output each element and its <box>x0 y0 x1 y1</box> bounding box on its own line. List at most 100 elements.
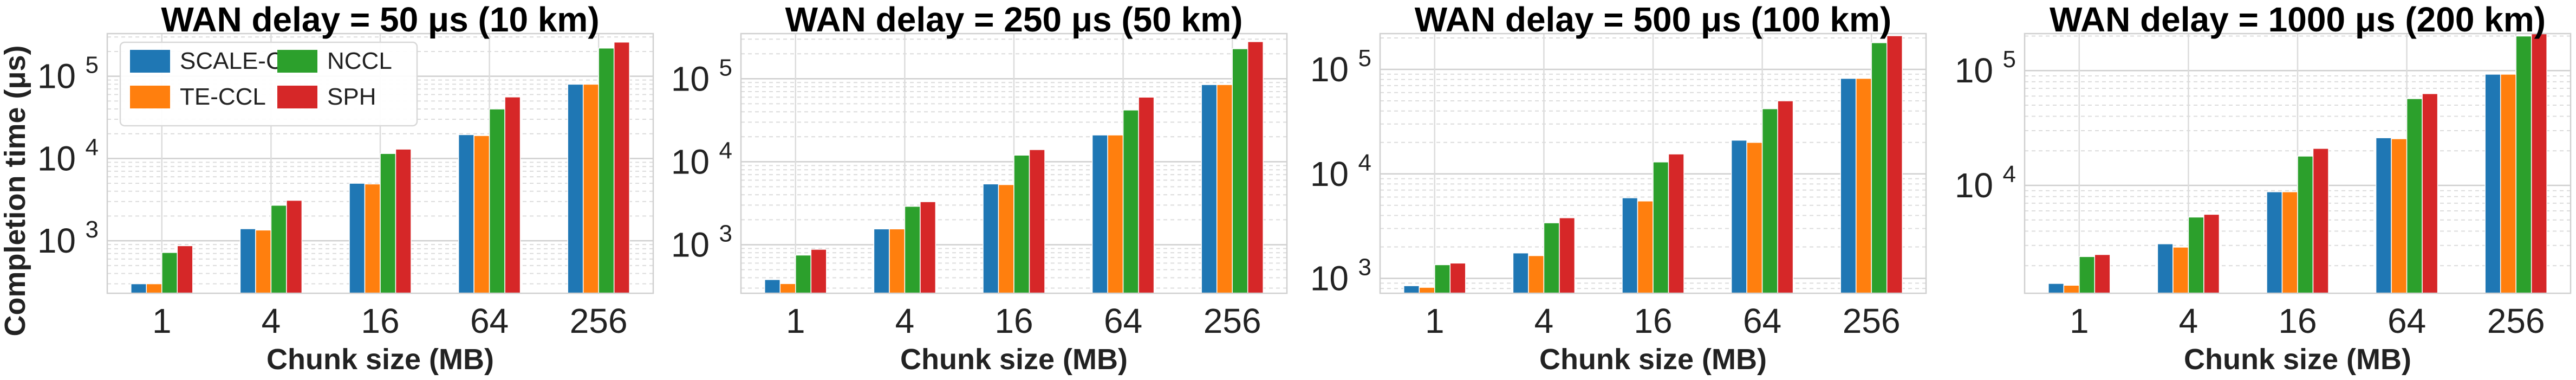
x-tick-label: 64 <box>2388 301 2426 340</box>
bar-sph <box>1886 35 1903 294</box>
x-tick-label: 256 <box>570 301 628 340</box>
legend-box <box>119 41 418 127</box>
bar-nccl <box>795 254 812 294</box>
y-tick-label: 10 <box>1310 50 1349 89</box>
y-tick-exponent: 5 <box>1358 45 1371 72</box>
bar-te-ccl <box>779 283 796 294</box>
y-tick-exponent: 4 <box>2003 161 2016 188</box>
bar-scale-ccl <box>2048 283 2065 294</box>
plot-frame <box>1379 33 1927 294</box>
bar-scale-ccl <box>2266 191 2283 294</box>
bar-scale-ccl <box>1091 134 1108 294</box>
panel-title: WAN delay = 1000 μs (200 km) <box>2050 0 2546 39</box>
y-tick-label: 10 <box>671 225 710 264</box>
bar-scale-ccl <box>1512 252 1529 294</box>
x-axis-label: Chunk size (MB) <box>900 343 1128 376</box>
bar-scale-ccl <box>1403 285 1420 294</box>
bar-scale-ccl <box>2157 243 2174 294</box>
bar-nccl <box>161 252 178 294</box>
y-tick-exponent: 4 <box>86 134 99 160</box>
panel-title: WAN delay = 500 μs (100 km) <box>1415 0 1891 39</box>
bar-sph <box>286 199 303 294</box>
y-tick-exponent: 3 <box>86 216 99 243</box>
bar-te-ccl <box>1419 287 1435 294</box>
x-tick-label: 16 <box>361 301 399 340</box>
bar-te-ccl <box>364 183 381 294</box>
bar-nccl <box>1543 222 1560 294</box>
x-tick-label: 1 <box>152 301 172 340</box>
bar-te-ccl <box>998 184 1014 294</box>
bar-te-ccl <box>146 283 162 294</box>
y-tick-exponent: 4 <box>1358 150 1371 176</box>
bar-scale-ccl <box>131 283 147 294</box>
chart-panels: 10 3 10 4 10 5 1 4 16 64 256 Chunk size (MB) WAN del… <box>37 0 2572 376</box>
legend-entry: SPH <box>327 83 376 110</box>
bar-sph <box>2531 33 2547 294</box>
bar-scale-ccl <box>983 183 999 294</box>
bar-sph <box>1449 262 1466 294</box>
y-tick-exponent: 3 <box>1358 254 1371 281</box>
bar-nccl <box>1871 42 1888 294</box>
bar-te-ccl <box>1637 201 1654 294</box>
bar-te-ccl <box>2500 74 2516 294</box>
bar-sph <box>2312 148 2329 294</box>
bar-te-ccl <box>255 229 272 294</box>
bar-sph <box>1029 149 1045 294</box>
bar-nccl <box>1434 264 1451 294</box>
bar-nccl <box>2406 98 2423 294</box>
bar-sph <box>1777 100 1794 294</box>
y-tick-label: 10 <box>1310 259 1349 298</box>
x-axis-label: Chunk size (MB) <box>1539 343 1767 376</box>
bar-sph <box>504 96 521 294</box>
bar-te-ccl <box>2281 191 2298 294</box>
x-axis-label: Chunk size (MB) <box>2184 343 2411 376</box>
bar-nccl <box>2079 256 2096 294</box>
legend-swatch <box>277 50 317 73</box>
bar-te-ccl <box>1855 78 1872 294</box>
bar-nccl <box>904 205 921 294</box>
bar-scale-ccl <box>1201 84 1218 294</box>
y-tick-label: 10 <box>1310 154 1349 194</box>
y-axis-label: Completion time (μs) <box>0 45 31 336</box>
x-tick-label: 4 <box>1534 301 1554 340</box>
bar-sph <box>1138 96 1155 294</box>
bar-sph <box>395 149 412 294</box>
bar-sph <box>920 201 936 294</box>
legend-entry: NCCL <box>327 48 392 74</box>
bar-scale-ccl <box>458 134 474 294</box>
chart-panel: 10 3 10 4 10 5 1 4 16 64 256 Chunk size (MB) WAN del… <box>1310 0 1927 376</box>
x-tick-label: 64 <box>470 301 509 340</box>
y-tick-label: 10 <box>1955 51 1993 90</box>
bar-te-ccl <box>2391 138 2408 294</box>
chart-panel: 10 3 10 4 10 5 1 4 16 64 256 Chunk size (MB) WAN del… <box>671 0 1288 376</box>
bar-scale-ccl <box>1622 197 1638 294</box>
y-tick-label: 10 <box>671 59 710 98</box>
x-tick-label: 4 <box>2179 301 2198 340</box>
bar-scale-ccl <box>349 183 366 294</box>
bar-scale-ccl <box>1840 78 1857 294</box>
bar-te-ccl <box>473 135 490 294</box>
bar-sph <box>2094 254 2111 294</box>
plot-frame <box>2024 33 2572 294</box>
bar-sph <box>177 245 193 294</box>
x-tick-label: 4 <box>895 301 915 340</box>
bar-nccl <box>270 204 287 294</box>
y-tick-label: 10 <box>37 57 76 96</box>
bar-nccl <box>2188 216 2204 294</box>
y-tick-label: 10 <box>37 139 76 178</box>
y-tick-label: 10 <box>671 142 710 181</box>
y-tick-exponent: 5 <box>2003 46 2016 73</box>
bar-te-ccl <box>1216 84 1233 294</box>
bar-nccl <box>1232 48 1248 294</box>
bar-scale-ccl <box>764 279 781 294</box>
bar-nccl <box>2515 35 2532 294</box>
plot-frame <box>106 33 654 294</box>
bar-scale-ccl <box>239 228 256 294</box>
bar-nccl <box>1122 110 1139 294</box>
bar-nccl <box>1013 154 1030 294</box>
bar-nccl <box>2297 156 2314 294</box>
bar-te-ccl <box>1746 141 1763 294</box>
bar-te-ccl <box>1528 255 1545 294</box>
